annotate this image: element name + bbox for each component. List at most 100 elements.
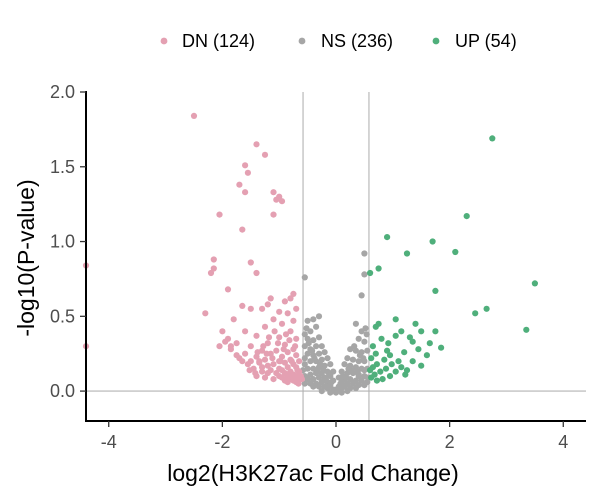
point-up-54 xyxy=(418,362,425,369)
legend-label-dn: DN (124) xyxy=(182,31,255,51)
point-up-1 xyxy=(489,135,496,142)
point-dn-71 xyxy=(284,364,291,371)
point-up-41 xyxy=(382,365,390,372)
point-dn-24 xyxy=(281,298,288,305)
point-up-33 xyxy=(423,352,430,359)
point-ns-10 xyxy=(301,331,308,338)
point-ns-112 xyxy=(363,331,370,338)
point-ns-8 xyxy=(313,323,320,330)
point-dn-68 xyxy=(270,361,277,368)
point-ns-23 xyxy=(321,349,328,356)
point-ns-67 xyxy=(315,374,323,381)
point-up-14 xyxy=(392,316,399,323)
point-up-44 xyxy=(377,368,384,375)
point-up-43 xyxy=(367,367,374,374)
point-ns-39 xyxy=(355,358,362,365)
point-up-19 xyxy=(432,328,439,335)
x-axis-title: log2(H3K27ac Fold Change) xyxy=(167,460,459,486)
point-dn-44 xyxy=(293,335,300,342)
point-dn-29 xyxy=(202,310,209,317)
point-ns-11 xyxy=(315,334,323,341)
point-dn-53 xyxy=(273,347,280,354)
point-dn-14 xyxy=(239,226,246,233)
point-ns-100 xyxy=(318,388,325,395)
point-ns-6 xyxy=(310,316,317,323)
point-dn-102 xyxy=(222,338,229,345)
point-dn-3 xyxy=(261,151,269,158)
point-up-29 xyxy=(438,344,445,351)
point-ns-121 xyxy=(360,355,367,362)
point-ns-13 xyxy=(310,337,317,344)
point-up-35 xyxy=(381,356,388,363)
point-dn-109 xyxy=(254,349,261,356)
point-up-48 xyxy=(368,374,375,381)
point-ns-48 xyxy=(341,361,348,368)
x-tick-label-1: -4 xyxy=(101,432,117,452)
point-dn-21 xyxy=(267,295,274,302)
legend-label-ns: NS (236) xyxy=(321,31,393,51)
point-ns-26 xyxy=(304,350,311,357)
point-ns-17 xyxy=(355,335,362,342)
point-up-4 xyxy=(429,238,436,245)
point-ns-122 xyxy=(314,367,321,374)
point-ns-3 xyxy=(361,271,368,278)
point-up-50 xyxy=(373,377,380,384)
point-up-11 xyxy=(472,310,479,317)
point-ns-4 xyxy=(358,292,365,299)
point-dn-36 xyxy=(278,320,286,327)
point-up-25 xyxy=(523,326,530,333)
point-ns-101 xyxy=(344,388,351,395)
point-up-26 xyxy=(369,343,376,350)
point-dn-18 xyxy=(207,269,215,277)
point-dn-1 xyxy=(190,112,198,119)
point-up-24 xyxy=(426,340,433,347)
y-tick-label-5: 2.0 xyxy=(50,82,75,102)
point-dn-30 xyxy=(276,308,283,315)
point-dn-99 xyxy=(239,358,246,365)
point-ns-5 xyxy=(315,313,323,320)
point-ns-69 xyxy=(304,376,311,383)
point-dn-116 xyxy=(280,346,287,353)
y-tick-label-2: 0.5 xyxy=(50,306,75,326)
point-dn-15 xyxy=(210,256,217,263)
point-ns-36 xyxy=(301,361,308,368)
point-dn-28 xyxy=(239,302,246,309)
point-ns-81 xyxy=(301,380,308,387)
point-up-3 xyxy=(384,234,391,241)
point-up-2 xyxy=(463,213,470,220)
point-dn-100 xyxy=(233,352,240,359)
point-dn-23 xyxy=(287,295,294,302)
point-dn-96 xyxy=(259,368,266,375)
point-ns-118 xyxy=(326,371,333,378)
point-up-30 xyxy=(372,350,379,357)
x-tick-label-4: 2 xyxy=(445,432,455,452)
point-up-10 xyxy=(483,305,490,312)
legend-label-up: UP (54) xyxy=(455,31,517,51)
point-dn-25 xyxy=(264,301,271,308)
point-ns-52 xyxy=(361,367,368,374)
point-ns-107 xyxy=(317,361,324,368)
legend-marker-ns xyxy=(298,37,306,45)
point-dn-113 xyxy=(269,355,276,362)
point-ns-111 xyxy=(305,340,312,347)
point-up-5 xyxy=(452,248,459,256)
point-ns-84 xyxy=(349,380,357,387)
point-dn-40 xyxy=(287,328,294,335)
point-ns-74 xyxy=(358,377,365,384)
point-up-9 xyxy=(432,287,439,294)
point-dn-111 xyxy=(294,367,301,374)
point-ns-116 xyxy=(320,367,327,374)
point-dn-38 xyxy=(219,328,226,335)
point-ns-89 xyxy=(315,383,323,390)
point-ns-108 xyxy=(311,355,318,362)
point-dn-110 xyxy=(288,358,295,365)
point-up-6 xyxy=(403,250,411,257)
point-up-31 xyxy=(401,349,408,356)
point-ns-27 xyxy=(301,355,308,362)
point-ns-103 xyxy=(327,389,334,396)
point-ns-37 xyxy=(344,355,351,362)
point-ns-42 xyxy=(327,361,334,368)
point-up-36 xyxy=(395,358,402,365)
point-ns-86 xyxy=(361,382,368,389)
point-ns-18 xyxy=(361,338,368,345)
